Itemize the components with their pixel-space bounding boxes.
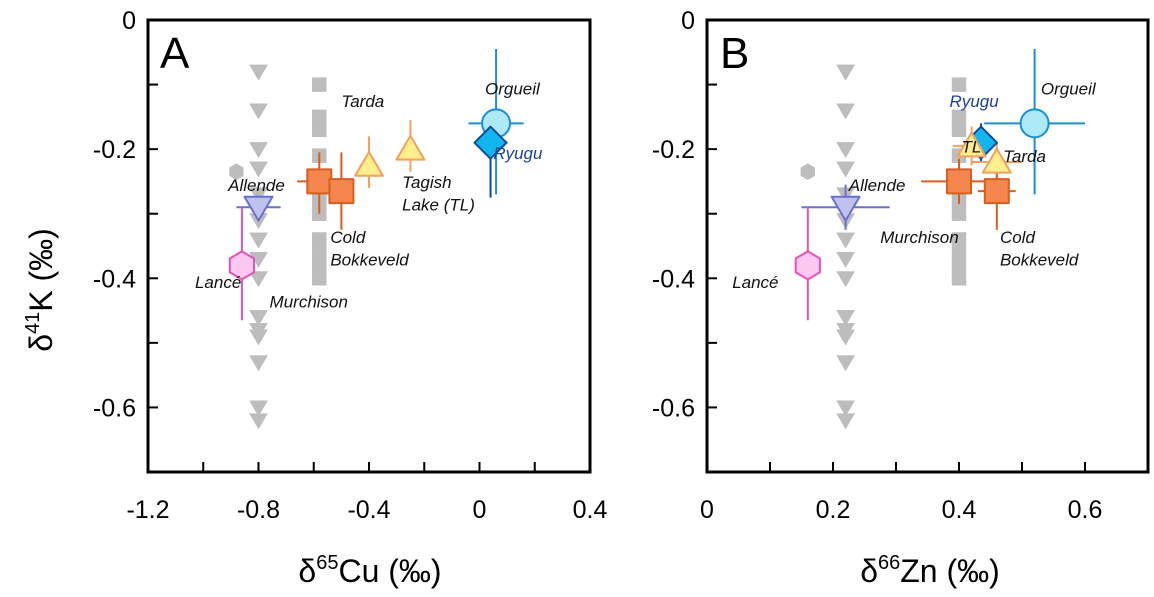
y-tick-label: -0.2	[93, 136, 136, 164]
annotation-label: Ryugu	[493, 144, 543, 163]
y-tick-label: -0.2	[652, 136, 695, 164]
x-tick-label: 0.4	[573, 496, 608, 524]
y-tick-label: -0.6	[93, 394, 136, 422]
panel-b: 0 0.2 0.4 0.6 0 -0.2 -0.4 -0.6 Orgueil Ryugu TL Tar…	[652, 7, 1150, 524]
annotation-label: Bokkeveld	[330, 250, 409, 269]
background-point	[249, 310, 268, 326]
background-point	[249, 271, 268, 288]
annotation-label: Lancé	[195, 273, 241, 292]
marker-cold-bokkeveld	[983, 178, 1010, 205]
marker-allende	[830, 195, 861, 222]
marker-tagish-lake-tl	[395, 134, 426, 161]
y-tick-label: -0.6	[652, 394, 695, 422]
y-tick-label: 0	[122, 7, 136, 35]
background-point	[951, 245, 967, 260]
panel-b-letter: B	[720, 29, 749, 78]
background-point	[836, 355, 855, 372]
x-tick-label: -0.8	[237, 496, 280, 524]
background-point	[249, 355, 268, 372]
marker-tagish-lake-tl	[956, 131, 987, 158]
background-point	[836, 413, 855, 430]
marker-ryugu	[473, 125, 508, 160]
y-tick-label: -0.4	[93, 265, 136, 293]
background-point	[312, 77, 327, 92]
x-tick-label: 0	[473, 496, 487, 524]
marker-lanc	[794, 250, 821, 281]
marker-orgueil	[1019, 108, 1050, 139]
background-point	[836, 271, 855, 288]
background-point	[312, 245, 327, 260]
x-tick-label: 0.2	[816, 496, 851, 524]
background-point	[951, 109, 967, 125]
x-axis-label-b: δ66Zn (‰)	[860, 552, 1000, 589]
annotation-label: Lake (TL)	[402, 195, 475, 214]
background-point	[951, 258, 967, 273]
marker-murchison	[306, 168, 333, 195]
marker-tarda	[354, 151, 384, 177]
background-point	[836, 251, 855, 268]
background-point	[800, 163, 815, 180]
background-point	[951, 271, 967, 286]
annotation-label: Allende	[848, 176, 906, 195]
background-point	[312, 271, 327, 286]
background-point	[836, 64, 855, 81]
background-point	[249, 103, 268, 120]
marker-tarda	[981, 147, 1012, 174]
panel-a-letter: A	[160, 29, 190, 78]
background-point	[229, 163, 244, 180]
background-point	[312, 232, 327, 247]
background-point	[836, 161, 855, 178]
annotation-label: Ryugu	[950, 92, 1000, 111]
annotation-label: Lancé	[732, 273, 778, 292]
y-tick-label: 0	[681, 7, 695, 35]
annotation-label: Orgueil	[485, 79, 541, 98]
background-point	[249, 329, 268, 346]
x-tick-label: -1.2	[126, 496, 169, 524]
annotation-label: TL	[962, 137, 982, 156]
annotation-label: Orgueil	[1041, 79, 1097, 98]
x-axis-label-a: δ65Cu (‰)	[298, 552, 441, 589]
annotation-label: Tagish	[402, 173, 451, 192]
background-point	[249, 64, 268, 81]
annotation-label: Murchison	[270, 292, 348, 311]
x-tick-label: 0.4	[942, 496, 977, 524]
marker-allende	[243, 195, 274, 222]
panel-a: -1.2 -0.8 -0.4 0 0.4 0 -0.2 -0.4 -0.6 Orgueil Ryug…	[93, 7, 608, 524]
background-point	[312, 122, 327, 138]
x-tick-label: -0.4	[347, 496, 390, 524]
background-point	[249, 142, 268, 158]
marker-murchison	[946, 168, 972, 195]
background-point	[836, 232, 855, 249]
background-point	[249, 187, 268, 204]
background-point	[312, 258, 327, 273]
annotation-label: Cold	[1000, 228, 1036, 247]
background-point	[951, 77, 967, 92]
annotation-label: Allende	[227, 176, 285, 195]
annotation-label: Cold	[330, 228, 366, 247]
annotation-label: Bokkeveld	[1000, 250, 1079, 269]
annotation-label: Tarda	[341, 92, 384, 111]
marker-cold-bokkeveld	[328, 178, 355, 205]
annotation-label: Murchison	[880, 228, 958, 247]
x-tick-label: 0.6	[1068, 496, 1103, 524]
background-point	[836, 142, 855, 158]
background-point	[249, 413, 268, 430]
background-point	[249, 161, 268, 178]
background-point	[249, 232, 268, 249]
background-point	[951, 206, 967, 221]
y-axis-label: δ41K (‰)	[22, 228, 59, 352]
background-point	[836, 400, 855, 417]
background-point	[836, 103, 855, 120]
x-tick-label: 0	[700, 496, 714, 524]
background-point	[312, 109, 327, 125]
y-tick-label: -0.4	[652, 265, 695, 293]
annotation-label: Tarda	[1003, 147, 1046, 166]
marker-lanc	[228, 250, 255, 281]
plot-frame	[705, 18, 1150, 474]
background-point	[836, 329, 855, 346]
background-point	[836, 310, 855, 326]
background-point	[249, 400, 268, 417]
background-point	[951, 122, 967, 138]
